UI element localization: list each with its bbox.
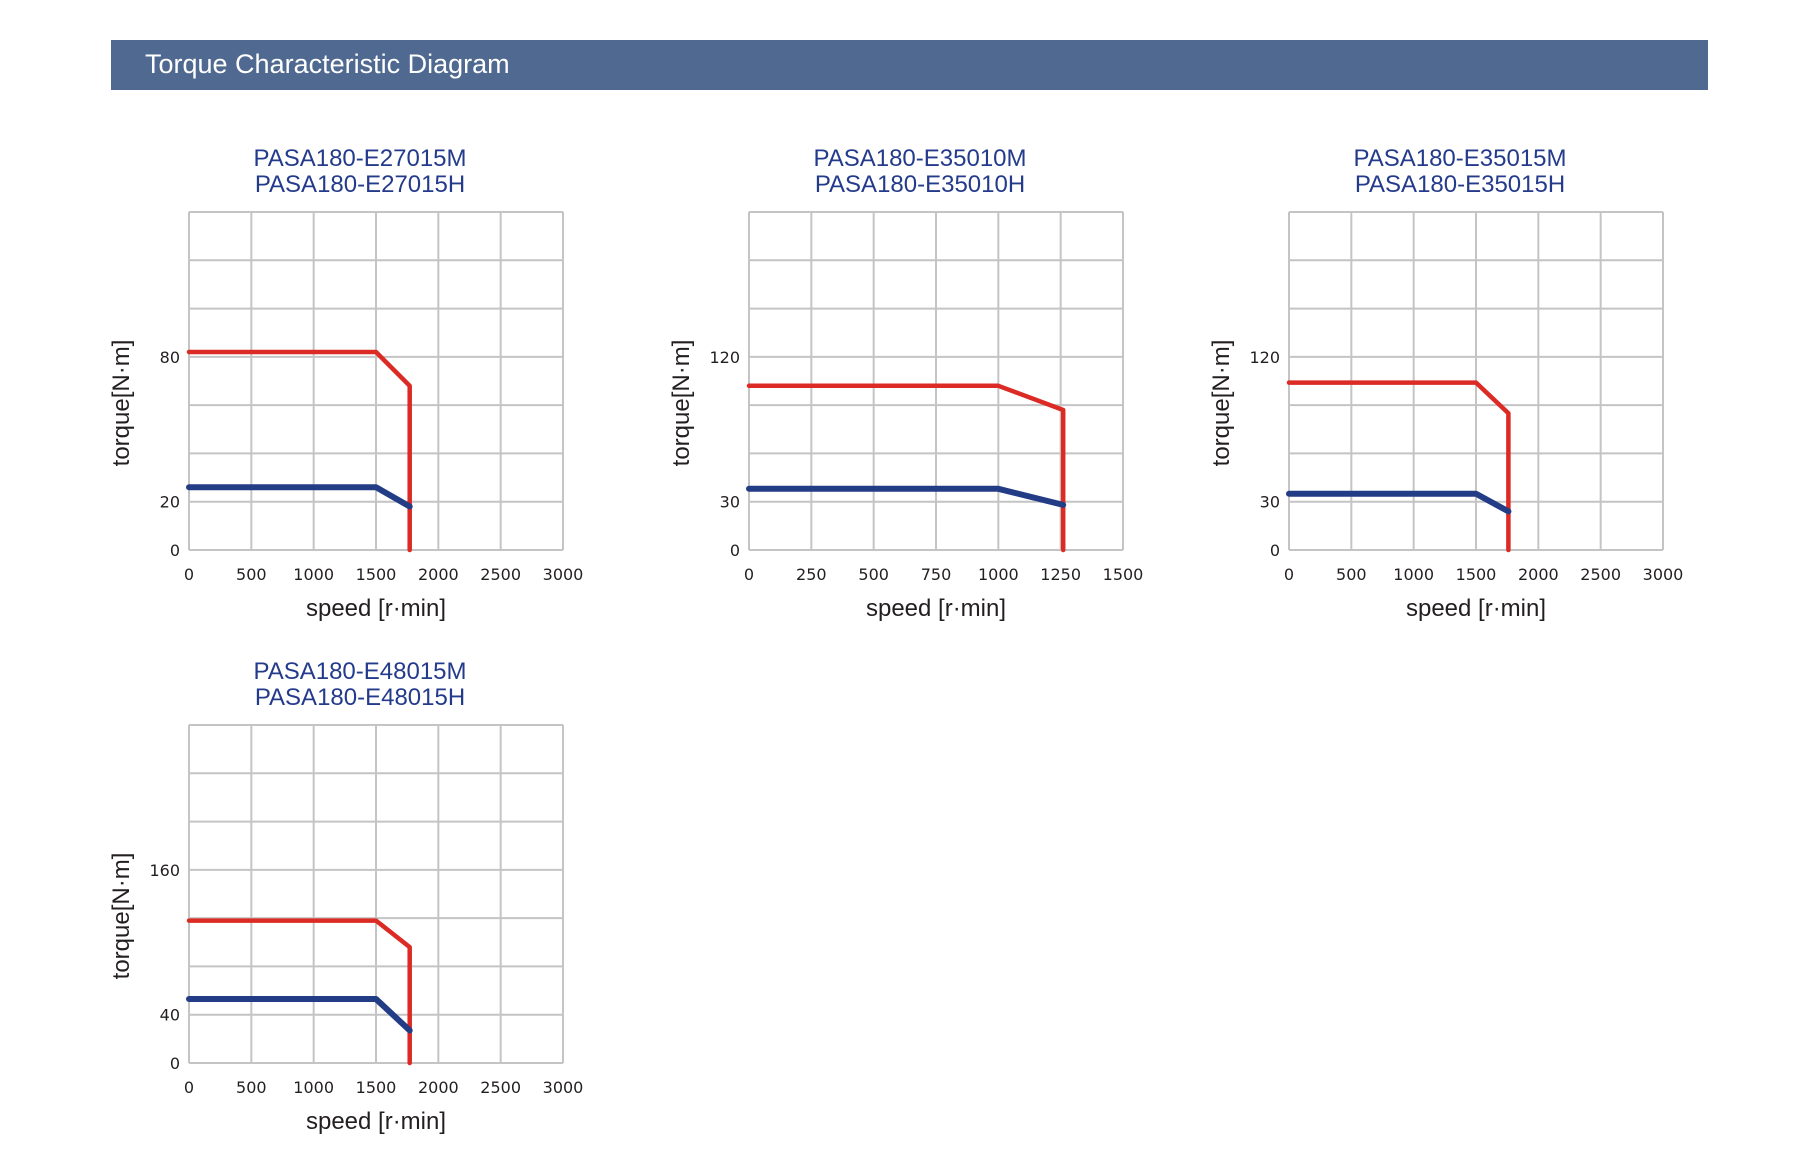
x-tick-label: 750 [921,565,952,584]
y-tick-label: 20 [160,493,180,512]
x-tick-label: 500 [858,565,889,584]
chart-title-line-1: PASA180-E48015M [253,658,467,685]
peak-torque-curve [1286,380,1511,553]
x-tick-label: 2000 [418,1078,459,1097]
y-tick-label: 120 [709,348,740,367]
x-tick-label: 0 [184,1078,194,1097]
y-tick-label: 0 [730,541,740,560]
y-tick-label: 30 [1260,493,1280,512]
x-tick-label: 0 [184,565,194,584]
chart-title-line-1: PASA180-E35010M [813,145,1027,172]
x-tick-label: 2000 [1518,565,1559,584]
grid [748,211,1124,551]
rated-torque-curve [1286,490,1512,515]
x-tick-label: 1500 [1456,565,1497,584]
x-tick-label: 1500 [1103,565,1144,584]
chart-title-line-2: PASA180-E48015H [254,684,466,711]
y-tick-label: 160 [149,861,180,880]
y-tick-label: 120 [1249,348,1280,367]
x-tick-label: 2500 [1580,565,1621,584]
chart-title-line-2: PASA180-E35015H [1354,171,1566,198]
x-tick-label: 3000 [543,565,584,584]
x-axis-label: speed [r·min] [306,1108,446,1135]
x-tick-label: 3000 [1643,565,1684,584]
chart-title-line-1: PASA180-E27015M [253,145,467,172]
rated-torque-curve [186,484,413,510]
y-tick-label: 80 [160,348,180,367]
y-axis-label: torque[N·m] [108,340,135,467]
x-tick-label: 500 [236,565,267,584]
chart-svg: 0 500 1000 1500 2000 2500 3000 80 20 0 speed [r·mi… [108,211,584,622]
chart-title-line-2: PASA180-E27015H [254,171,466,198]
chart-svg: 0 250 500 750 1000 1250 1500 120 30 0 speed [r·min… [668,211,1144,622]
y-axis-label: torque[N·m] [668,340,695,467]
chart-title-line-2: PASA180-E35010H [814,171,1026,198]
y-tick-label: 0 [170,1054,180,1073]
x-tick-label: 1000 [978,565,1019,584]
x-tick-label: 500 [236,1078,267,1097]
x-tick-label: 2000 [418,565,459,584]
y-axis-label: torque[N·m] [108,853,135,980]
y-tick-label: 0 [1270,541,1280,560]
y-tick-label: 0 [170,541,180,560]
grid [1288,211,1664,551]
x-axis-label: speed [r·min] [306,595,446,622]
x-tick-label: 0 [744,565,754,584]
section-title: Torque Characteristic Diagram [145,49,510,79]
y-tick-label: 40 [160,1006,180,1025]
rated-torque-curve [746,485,1067,508]
torque-chart: PASA180-E48015M PASA180-E48015H 0 500 1000… [90,645,630,1145]
x-tick-label: 1250 [1040,565,1081,584]
x-axis-label: speed [r·min] [1406,595,1546,622]
grid [188,724,564,1064]
peak-torque-curve [186,918,412,1066]
chart-svg: 0 500 1000 1500 2000 2500 3000 160 40 0 speed [r·m… [108,724,584,1135]
x-tick-label: 2500 [480,565,521,584]
x-tick-label: 1000 [293,1078,334,1097]
x-tick-label: 1500 [356,565,397,584]
y-tick-label: 30 [720,493,740,512]
x-tick-label: 1500 [356,1078,397,1097]
x-tick-label: 0 [1284,565,1294,584]
x-tick-label: 2500 [480,1078,521,1097]
torque-chart: PASA180-E27015M PASA180-E27015H 0 500 1000… [90,130,630,630]
torque-chart: PASA180-E35015M PASA180-E35015H 0 500 1000… [1190,130,1730,630]
x-tick-label: 3000 [543,1078,584,1097]
grid [188,211,564,551]
peak-torque-curve [746,383,1066,553]
y-axis-label: torque[N·m] [1208,340,1235,467]
chart-svg: 0 500 1000 1500 2000 2500 3000 120 30 0 speed [r·m… [1208,211,1684,622]
x-tick-label: 1000 [293,565,334,584]
x-tick-label: 500 [1336,565,1367,584]
peak-torque-curve [186,349,412,553]
chart-title-line-1: PASA180-E35015M [1353,145,1567,172]
x-tick-label: 1000 [1393,565,1434,584]
rated-torque-curve [186,996,413,1034]
x-axis-label: speed [r·min] [866,595,1006,622]
section-header-banner: Torque Characteristic Diagram [111,40,1708,90]
torque-chart: PASA180-E35010M PASA180-E35010H 0 250 500 7… [650,130,1190,630]
x-tick-label: 250 [796,565,827,584]
